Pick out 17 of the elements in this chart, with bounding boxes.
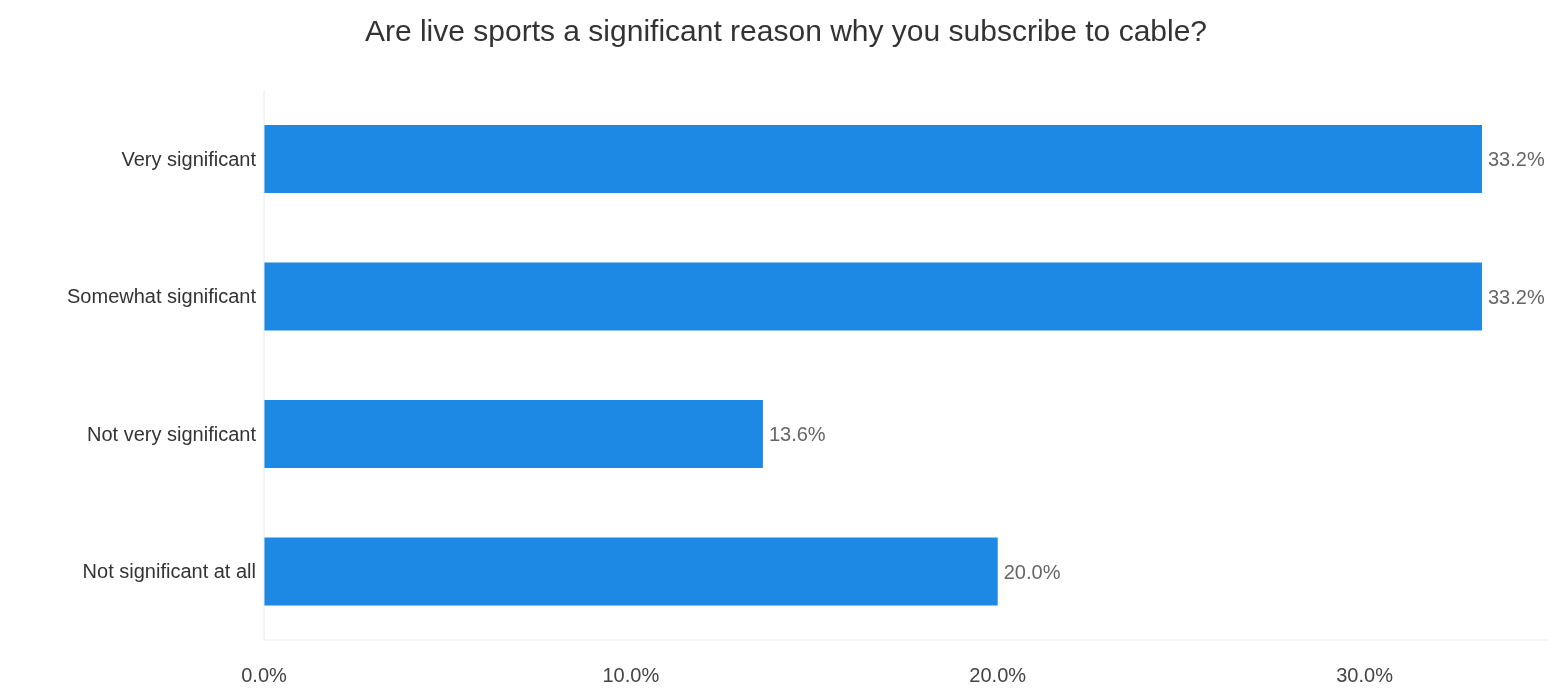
y-tick-label: Not significant at all (82, 560, 256, 583)
bar (264, 537, 998, 606)
bar (264, 262, 1482, 331)
data-label: 33.2% (1487, 148, 1545, 171)
data-label: 20.0% (1003, 560, 1061, 583)
x-tick-label: 30.0% (1336, 664, 1394, 687)
x-tick-label: 20.0% (969, 664, 1027, 687)
chart-title: Are live sports a significant reason why you subscribe to cable? (363, 14, 1209, 48)
x-tick-label: 0.0% (241, 664, 288, 687)
bar (264, 400, 763, 468)
data-label: 33.2% (1487, 285, 1545, 308)
y-tick-label: Not very significant (87, 422, 257, 445)
bar (264, 125, 1482, 193)
y-tick-label: Somewhat significant (67, 285, 257, 308)
y-tick-label: Very significant (121, 147, 257, 170)
x-tick-label: 10.0% (602, 664, 660, 687)
data-label: 13.6% (768, 423, 826, 446)
